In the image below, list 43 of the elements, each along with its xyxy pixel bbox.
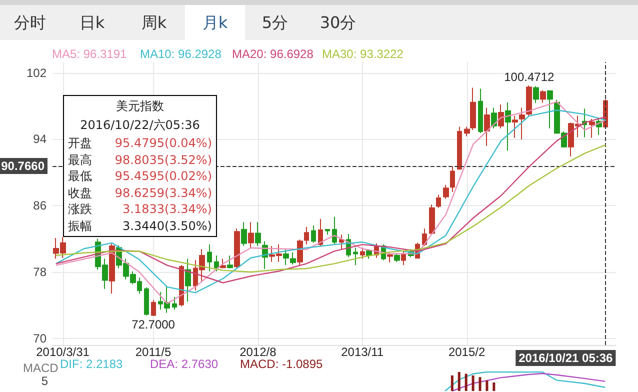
annotation: 振幅: [68, 218, 92, 234]
text: MA30: 93.3222: [322, 47, 404, 61]
annotation: 最低: [68, 168, 92, 184]
annotation: 100.4712: [504, 70, 555, 84]
text: 美元指数: [115, 98, 165, 115]
annotation: 95.4595(0.02%): [114, 168, 212, 184]
text: 分时: [13, 12, 47, 34]
y-tick-label: 94: [33, 132, 47, 146]
text: MA20: 96.6928: [232, 47, 314, 61]
text: DEA: 2.7630: [150, 357, 218, 371]
annotation: 3.1833(3.34%): [122, 201, 212, 218]
text: MA5: 96.3191: [52, 47, 128, 61]
y-tick-label: 102: [26, 66, 47, 80]
annotation: 收盘: [68, 184, 92, 201]
text: 30分: [318, 12, 358, 34]
x-tick-label: 2013/11: [341, 345, 384, 359]
text: MACD: -1.0895: [240, 357, 324, 371]
text: 2016/10/22/六05:36: [79, 117, 201, 134]
x-tick-label: 2011/5: [135, 345, 172, 359]
text: 月k: [185, 5, 245, 40]
annotation: 开盘: [68, 135, 92, 152]
x-tick-label: 2010/3/31: [36, 345, 90, 359]
x-tick-label: 2015/2: [448, 345, 486, 359]
text: 日k: [78, 12, 106, 34]
text: 5: [41, 374, 48, 388]
annotation: 涨跌: [68, 201, 92, 218]
text: 5分: [260, 12, 290, 34]
text: DIF: 2.2183: [60, 357, 124, 371]
text: 周k: [140, 12, 168, 34]
ref-line-label: 90.7660: [1, 158, 45, 173]
annotation: 95.4795(0.04%): [114, 135, 212, 152]
annotation: 98.6259(3.34%): [114, 184, 212, 201]
ref-line-label: 2016/10/21 05:36: [518, 351, 614, 365]
chart-title: MACD: [23, 361, 59, 375]
annotation: 72.7000: [132, 317, 176, 332]
x-tick-label: 2012/8: [240, 345, 277, 359]
y-tick-label: 70: [33, 331, 47, 346]
annotation: 98.8035(3.52%): [114, 152, 212, 168]
y-tick-label: 78: [33, 264, 47, 279]
annotation: 3.3440(3.50%): [122, 218, 212, 234]
text: MA10: 96.2928: [140, 47, 222, 61]
annotation: 最高: [68, 152, 92, 168]
y-tick-label: 86: [33, 198, 47, 213]
